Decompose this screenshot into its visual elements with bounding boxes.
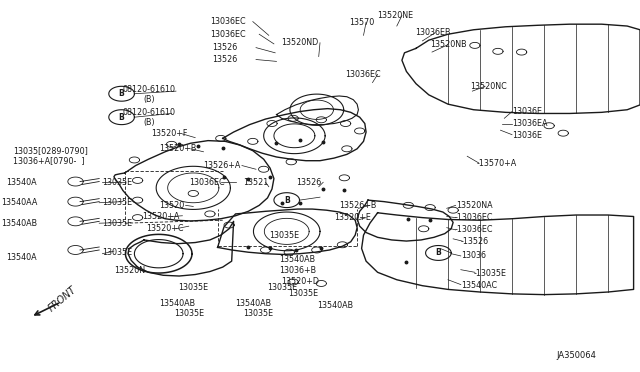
Text: 13036: 13036 <box>461 251 486 260</box>
Text: B: B <box>284 196 289 205</box>
Text: 13035E: 13035E <box>268 283 298 292</box>
Text: FRONT: FRONT <box>47 285 79 314</box>
Text: JA350064: JA350064 <box>557 351 596 360</box>
Text: B: B <box>436 248 441 257</box>
Text: 13526+A: 13526+A <box>204 161 241 170</box>
Text: 13540AB: 13540AB <box>1 219 37 228</box>
Text: 13520+B: 13520+B <box>159 144 196 153</box>
Text: 13540A: 13540A <box>6 253 37 262</box>
Text: 13036EA: 13036EA <box>512 119 547 128</box>
Text: 13526: 13526 <box>296 178 321 187</box>
Text: 13520ND: 13520ND <box>282 38 319 47</box>
Text: 13036+B: 13036+B <box>279 266 316 275</box>
Text: 13520N: 13520N <box>114 266 145 275</box>
Text: 13520+C: 13520+C <box>146 224 184 233</box>
Text: 13035E: 13035E <box>102 178 132 187</box>
Text: (B): (B) <box>143 95 155 104</box>
Text: 13540AB: 13540AB <box>159 299 195 308</box>
Text: 13520: 13520 <box>159 201 184 210</box>
Text: 13540AA: 13540AA <box>1 198 38 207</box>
Text: 13540AB: 13540AB <box>317 301 353 310</box>
Text: 13540AC: 13540AC <box>461 281 497 290</box>
Text: (B): (B) <box>143 118 155 127</box>
Text: 13036EB: 13036EB <box>415 28 450 37</box>
Text: 13520+A: 13520+A <box>142 212 179 221</box>
Text: 13540A: 13540A <box>6 178 37 187</box>
Text: 13540AB: 13540AB <box>279 255 315 264</box>
Text: 13520NE: 13520NE <box>378 11 413 20</box>
Text: 13036E: 13036E <box>512 107 542 116</box>
Text: -13036EC: -13036EC <box>454 225 493 234</box>
Text: -13526: -13526 <box>461 237 489 246</box>
Text: 13036+A[0790-  ]: 13036+A[0790- ] <box>13 156 84 165</box>
Text: 13036EC: 13036EC <box>210 17 246 26</box>
Text: 13520NA: 13520NA <box>456 201 492 210</box>
Text: 13036E: 13036E <box>512 131 542 140</box>
Text: 13520+F: 13520+F <box>151 129 188 138</box>
Text: 13035E: 13035E <box>269 231 299 240</box>
Text: 13526: 13526 <box>212 43 237 52</box>
Text: 13520NB: 13520NB <box>430 40 467 49</box>
Text: 13526+B: 13526+B <box>339 201 376 210</box>
Text: 13035[0289-0790]: 13035[0289-0790] <box>13 146 88 155</box>
Text: 13520+D: 13520+D <box>282 278 319 286</box>
Text: 08120-61610: 08120-61610 <box>123 108 176 117</box>
Text: 08120-61610: 08120-61610 <box>123 85 176 94</box>
Text: 13521: 13521 <box>243 178 268 187</box>
Text: 13036EC: 13036EC <box>189 178 225 187</box>
Text: -13035E: -13035E <box>474 269 507 278</box>
Text: B: B <box>119 89 124 98</box>
Text: 13035E: 13035E <box>102 248 132 257</box>
Text: -13570+A: -13570+A <box>477 159 517 168</box>
Text: 13035E: 13035E <box>178 283 208 292</box>
Text: 13036EC: 13036EC <box>346 70 381 79</box>
Text: 13520+E: 13520+E <box>334 213 371 222</box>
Text: 13035E: 13035E <box>288 289 318 298</box>
Text: 13035E: 13035E <box>174 309 204 318</box>
Text: 13520NC: 13520NC <box>470 82 507 91</box>
Text: 13035E: 13035E <box>243 309 273 318</box>
Text: 13035E: 13035E <box>102 219 132 228</box>
Text: 13035E: 13035E <box>102 198 132 207</box>
Text: 13570: 13570 <box>349 18 374 27</box>
Text: 13526: 13526 <box>212 55 237 64</box>
Text: -13036EC: -13036EC <box>454 213 493 222</box>
Text: 13540AB: 13540AB <box>236 299 271 308</box>
Text: B: B <box>119 113 124 122</box>
Text: 13036EC: 13036EC <box>210 30 246 39</box>
